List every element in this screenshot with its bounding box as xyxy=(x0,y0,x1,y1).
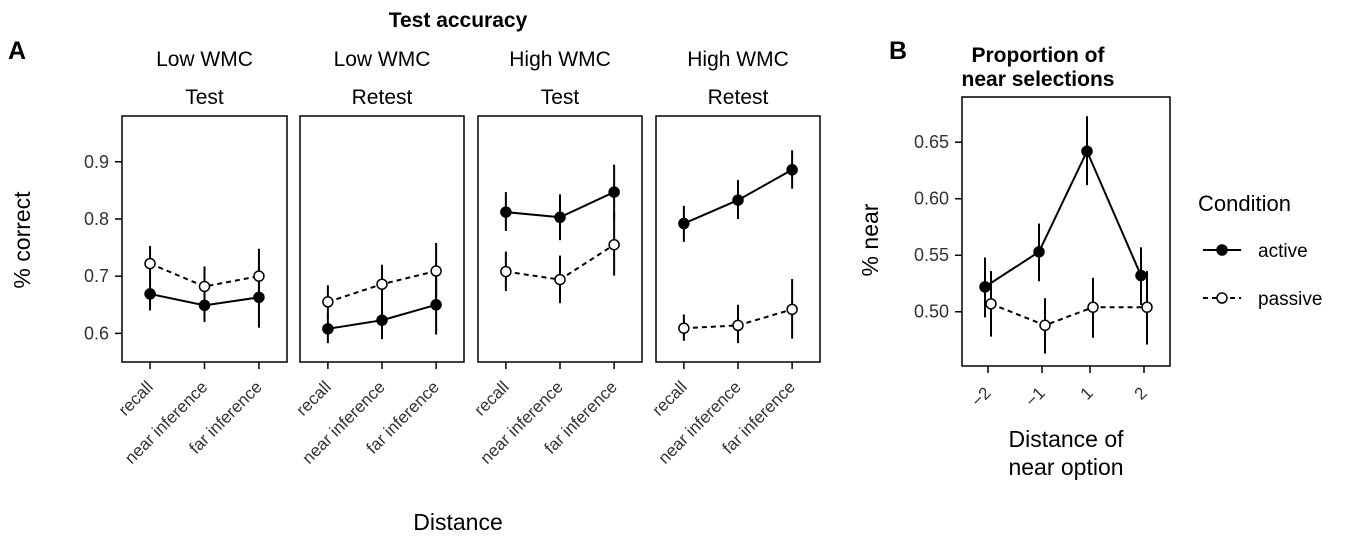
b-passive-point-3 xyxy=(1141,301,1153,313)
b-ylabel: % near xyxy=(857,203,883,276)
a-ylabel: % correct xyxy=(9,191,35,289)
a-facet-2-passive-point-1 xyxy=(554,273,566,286)
a-facet-2-active-point-1 xyxy=(554,211,566,224)
a-facet-1-passive-point-2 xyxy=(430,265,442,277)
a-facet-3-passive-point-0 xyxy=(678,322,690,334)
panel-a-letter: A xyxy=(8,37,26,65)
a-facet-3-active-point-1 xyxy=(732,194,744,206)
panel-a-title: Test accuracy xyxy=(389,9,528,32)
legend-active-label: active xyxy=(1258,241,1308,262)
b-active-point-0 xyxy=(979,281,991,293)
a-facet-3-active-point-0 xyxy=(678,217,690,230)
a-facet-2-passive-point-0 xyxy=(500,265,512,278)
b-xtick-label-2: 1 xyxy=(1077,383,1097,403)
a-facet-1-active-point-1 xyxy=(376,314,388,326)
b-passive-point-2 xyxy=(1087,301,1099,313)
legend-passive-label: passive xyxy=(1258,289,1322,310)
a-ytick-label-2: 0.8 xyxy=(84,209,109,229)
a-facet-0-active-point-0 xyxy=(144,288,156,300)
panel-b-letter: B xyxy=(889,37,907,65)
b-ytick-label-0: 0.50 xyxy=(914,302,949,322)
a-facet-3-title-row1: High WMC xyxy=(687,48,789,71)
b-plot-frame xyxy=(961,96,1171,367)
b-xlabel-line2: near option xyxy=(1008,454,1123,480)
a-facet-2-title-row1: High WMC xyxy=(509,48,611,71)
b-ytick-label-1: 0.55 xyxy=(914,245,949,265)
b-passive-point-1 xyxy=(1039,319,1051,332)
a-facet-3-title-row2: Retest xyxy=(708,86,769,109)
a-facet-2-active-point-0 xyxy=(500,206,512,218)
a-facet-0-passive-point-0 xyxy=(144,257,156,270)
a-facet-0-passive-point-1 xyxy=(198,280,211,293)
a-facet-1-passive-point-0 xyxy=(322,296,334,308)
a-facet-2-active-point-2 xyxy=(608,186,620,198)
a-ytick-label-3: 0.9 xyxy=(84,152,109,172)
b-passive-point-0 xyxy=(985,298,997,310)
panel-b-title-line1: Proportion of xyxy=(972,44,1106,67)
b-xlabel-line1: Distance of xyxy=(1008,426,1124,452)
b-active-point-3 xyxy=(1135,269,1147,282)
a-facet-1-title-row1: Low WMC xyxy=(334,48,431,71)
legend-passive-marker xyxy=(1216,292,1228,304)
panel-b-title-line2: near selections xyxy=(962,68,1115,91)
b-active-point-2 xyxy=(1081,145,1093,158)
a-facet-2-passive-point-2 xyxy=(608,238,620,251)
b-series-passive-line xyxy=(990,302,1147,327)
b-xtick-label-0: −2 xyxy=(968,383,995,410)
b-ytick-label-3: 0.65 xyxy=(914,132,949,152)
b-ytick-label-2: 0.60 xyxy=(914,189,949,209)
a-facet-0-title-row1: Low WMC xyxy=(156,48,253,71)
a-facet-0-frame xyxy=(121,115,288,363)
legend-active-marker xyxy=(1216,244,1228,256)
a-facet-0-xtick-label-0: recall xyxy=(115,377,157,419)
a-facet-3-passive-point-2 xyxy=(786,303,798,316)
a-ytick-label-0: 0.6 xyxy=(84,323,109,343)
a-facet-0-series-passive-line xyxy=(149,262,260,288)
a-facet-1-xtick-label-0: recall xyxy=(293,377,335,419)
a-facet-2-title-row2: Test xyxy=(541,86,580,109)
b-series-active-line xyxy=(984,148,1142,288)
a-facet-0-passive-point-2 xyxy=(253,270,265,282)
b-xtick-label-1: −1 xyxy=(1022,383,1049,410)
a-facet-3-xtick-label-0: recall xyxy=(649,377,691,419)
a-facet-1-title-row2: Retest xyxy=(352,86,413,109)
a-facet-3-passive-point-1 xyxy=(732,319,744,332)
a-facet-1-active-point-2 xyxy=(430,299,442,311)
legend-title: Condition xyxy=(1198,191,1291,216)
b-xtick-label-3: 2 xyxy=(1131,383,1151,403)
b-active-point-1 xyxy=(1033,246,1045,258)
a-ytick-label-1: 0.7 xyxy=(84,266,109,286)
a-xlabel: Distance xyxy=(413,509,502,535)
a-facet-0-title-row2: Test xyxy=(185,86,224,109)
a-facet-1-passive-point-1 xyxy=(376,278,388,290)
a-facet-3-active-point-2 xyxy=(786,164,798,176)
legend: Condition active passive xyxy=(1198,191,1322,310)
a-facet-1-active-point-0 xyxy=(322,323,334,335)
a-facet-2-xtick-label-0: recall xyxy=(471,377,513,419)
